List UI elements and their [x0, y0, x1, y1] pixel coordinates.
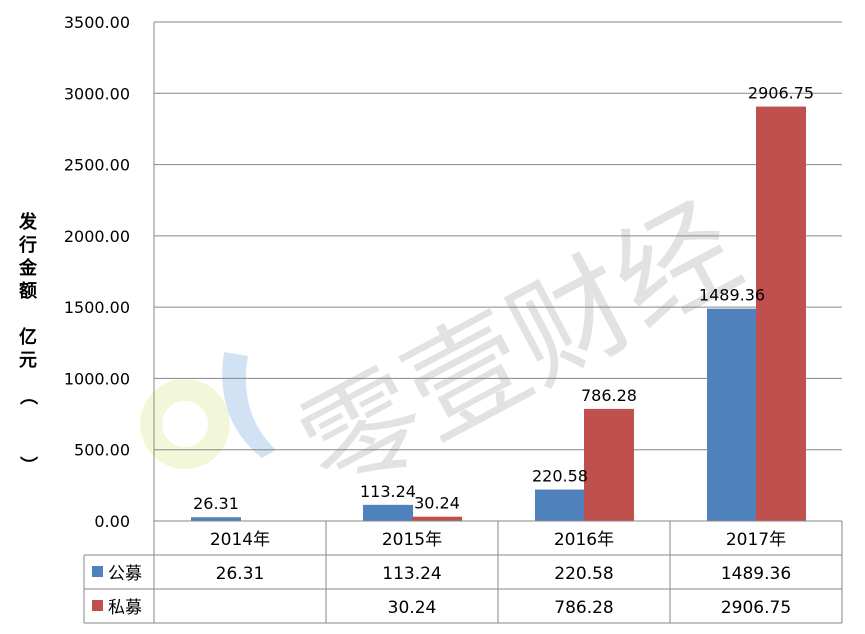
data-labels: 26.31 113.24 220.58 1489.36 30.24 786.28 2906.… [193, 84, 814, 514]
table-cell: 30.24 [388, 598, 437, 618]
bar-public [363, 504, 413, 521]
data-label: 1489.36 [699, 286, 765, 305]
y-tick-label: 2500.00 [64, 156, 130, 175]
bar-public [535, 489, 585, 521]
bar-private [412, 516, 462, 521]
y-axis-label-char: 行 [18, 234, 37, 256]
y-axis-label-char: 金 [18, 257, 38, 279]
gridlines [153, 21, 842, 521]
legend-swatch [92, 600, 103, 611]
y-axis-label-char: （ [17, 387, 38, 405]
y-tick-label: 1500.00 [64, 298, 130, 317]
table-cell: 26.31 [216, 564, 265, 584]
y-axis-label-char: 亿 [19, 326, 37, 348]
y-axis-label-char: 发 [18, 211, 38, 233]
watermark-logo-ring [140, 379, 230, 469]
watermark-logo-arc [222, 352, 276, 458]
y-tick-label: 500.00 [74, 441, 130, 460]
y-tick-label: 1000.00 [64, 369, 130, 388]
data-label: 30.24 [414, 494, 460, 513]
x-tick-label: 2017年 [726, 530, 786, 550]
watermark: 零壹财经 [140, 177, 761, 520]
data-label: 2906.75 [748, 84, 814, 103]
x-tick-label: 2016年 [554, 530, 614, 550]
bar-private [584, 408, 634, 521]
bar-public [191, 517, 241, 521]
x-tick-label: 2015年 [382, 530, 442, 550]
bar-private [756, 106, 806, 521]
legend-label: 公募 [108, 564, 142, 584]
y-tick-label: 2000.00 [64, 227, 130, 246]
legend-swatch [92, 566, 103, 577]
y-axis-label-char: 额 [19, 280, 37, 302]
y-axis-label-char: 元 [19, 350, 37, 371]
bar-public [707, 308, 757, 521]
y-axis-ticks: 0.00 500.00 1000.00 1500.00 2000.00 2500.00 30… [64, 13, 130, 531]
data-label: 220.58 [532, 467, 588, 486]
table-cell: 2906.75 [721, 598, 791, 618]
y-tick-label: 3000.00 [64, 84, 130, 103]
table-cell: 113.24 [382, 564, 441, 584]
y-tick-label: 0.00 [94, 512, 130, 531]
legend-label: 私募 [108, 598, 142, 618]
table-cell: 786.28 [554, 598, 613, 618]
data-label: 26.31 [193, 494, 239, 513]
data-label: 113.24 [360, 482, 416, 501]
y-axis-label-char: ） [17, 456, 38, 474]
data-label: 786.28 [581, 386, 637, 405]
table-cell: 1489.36 [721, 564, 791, 584]
watermark-text: 零壹财经 [279, 177, 761, 520]
y-tick-label: 3500.00 [64, 13, 130, 32]
x-tick-label: 2014年 [210, 530, 270, 550]
table-cell: 220.58 [554, 564, 613, 584]
